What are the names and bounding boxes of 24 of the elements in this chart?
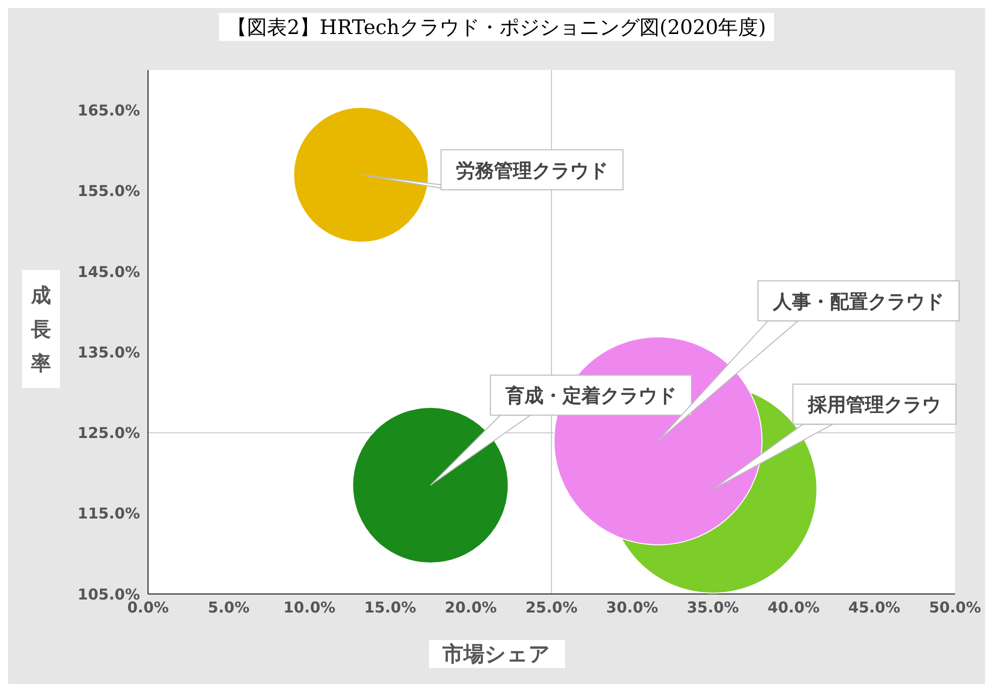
series-label: 育成・定着クラウド: [504, 385, 676, 408]
y-tick-label: 135.0%: [78, 343, 140, 362]
x-tick-label: 40.0%: [768, 598, 820, 617]
series-label: 労務管理クラウド: [456, 160, 608, 182]
x-tick-label: 25.0%: [525, 598, 578, 617]
x-tick-label: 35.0%: [686, 598, 739, 617]
y-tick-label: 125.0%: [78, 424, 140, 442]
y-tick-label: 115.0%: [78, 504, 140, 523]
x-tick-label: 30.0%: [606, 598, 658, 617]
x-tick-label: 45.0%: [848, 598, 900, 617]
y-axis-title: 成長率: [22, 270, 60, 388]
series-label: 採用管理クラウ: [806, 394, 941, 416]
x-axis-title: 市場シェア: [428, 640, 564, 668]
x-tick-label: 20.0%: [444, 598, 497, 617]
x-tick-label: 5.0%: [208, 598, 250, 617]
x-tick-label: 15.0%: [364, 598, 416, 617]
y-tick-label: 145.0%: [78, 262, 140, 281]
x-tick-label: 0.0%: [127, 598, 169, 617]
y-tick-label: 155.0%: [78, 182, 140, 200]
text: 人事・配置クラウド: [772, 290, 944, 313]
chart-title: 【図表2】HRTechクラウド・ポジショニング図(2020年度): [218, 13, 774, 41]
x-tick-label: 10.0%: [283, 598, 336, 617]
x-tick-label: 50.0%: [928, 598, 982, 617]
y-tick-label: 165.0%: [78, 102, 140, 120]
